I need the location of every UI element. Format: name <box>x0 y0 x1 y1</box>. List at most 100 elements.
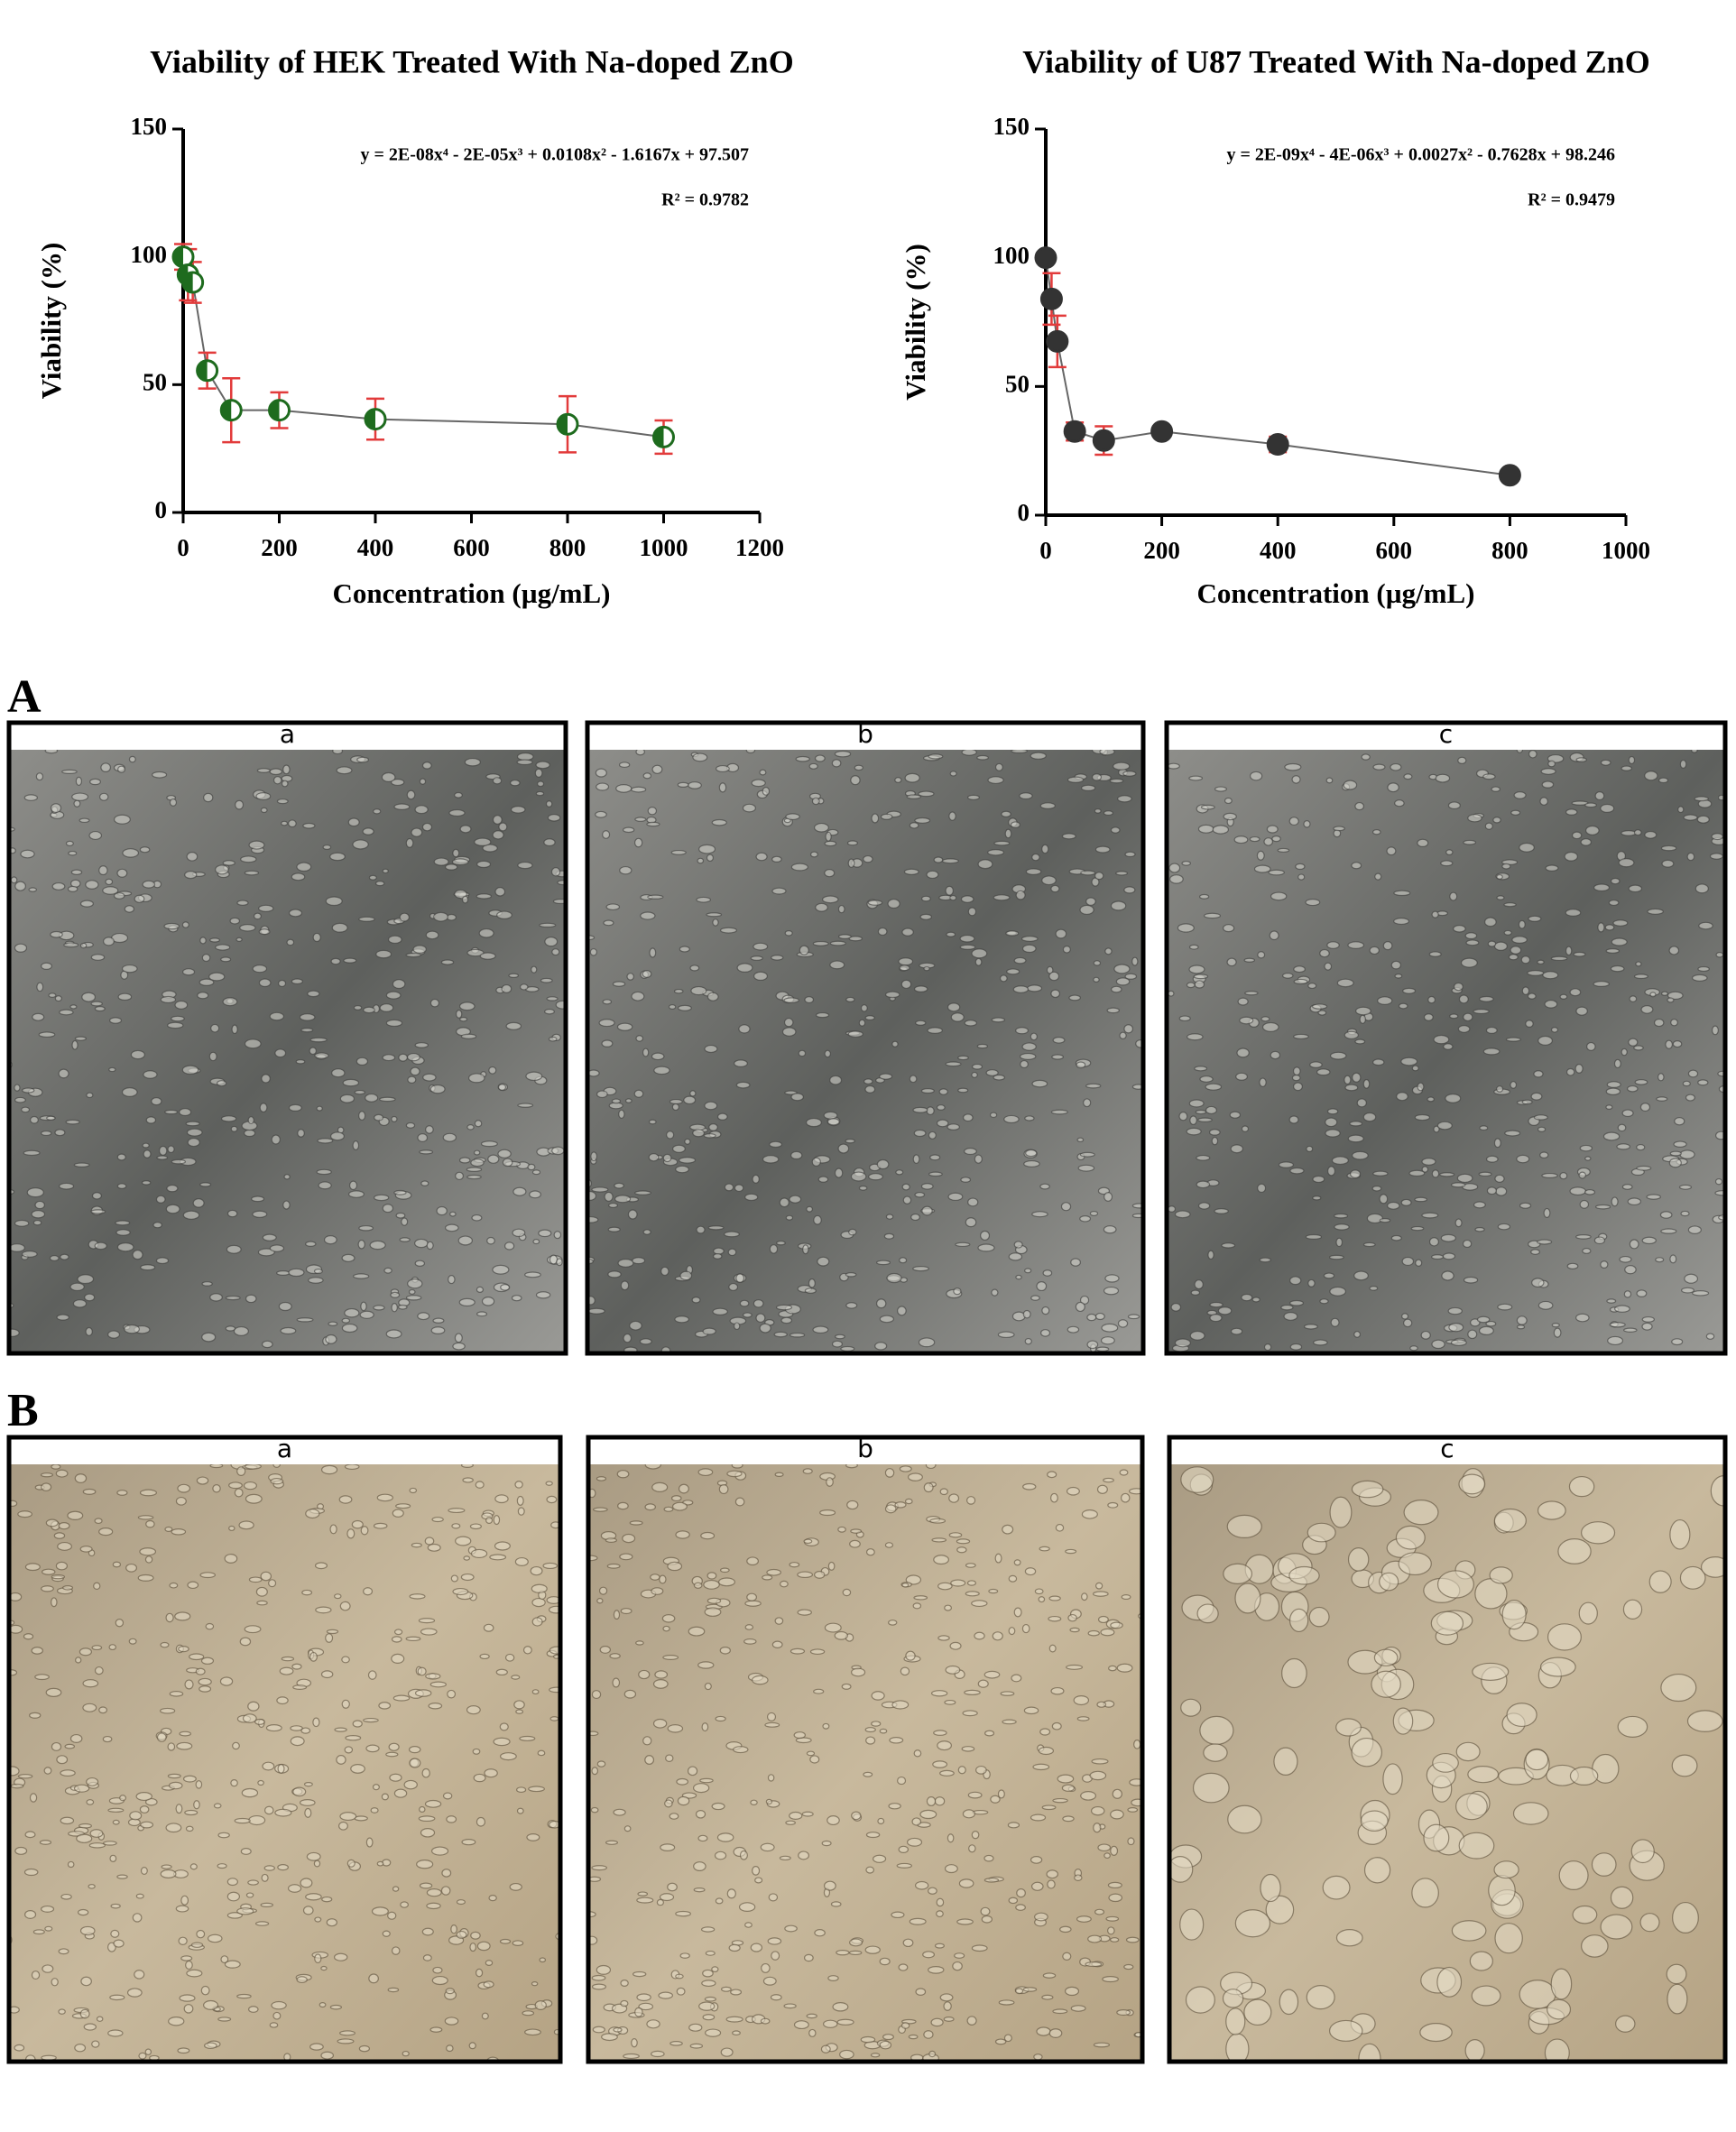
cell <box>726 1470 743 1478</box>
cell <box>1081 1592 1088 1601</box>
cell <box>329 2004 343 2010</box>
cell <box>1015 1027 1030 1035</box>
cell <box>1021 1623 1030 1634</box>
cell <box>455 1010 463 1019</box>
cell <box>693 1861 706 1872</box>
cell <box>145 1116 157 1124</box>
cell <box>623 1689 637 1699</box>
cell <box>667 1724 684 1733</box>
cell <box>60 1253 69 1260</box>
cell <box>35 772 44 781</box>
cell <box>167 1021 184 1029</box>
cell <box>441 1869 452 1878</box>
cell <box>1537 1500 1566 1520</box>
cell <box>494 1494 509 1504</box>
cell <box>305 1509 320 1519</box>
cell <box>642 772 652 780</box>
cell <box>282 764 291 775</box>
cell <box>1036 1281 1048 1292</box>
cell <box>974 1154 983 1164</box>
cell <box>1093 1823 1102 1833</box>
cell <box>1630 1839 1655 1864</box>
cell <box>664 1799 673 1808</box>
cell <box>1229 1111 1242 1119</box>
cell <box>1110 1809 1124 1820</box>
cell <box>277 1864 289 1871</box>
cell <box>464 757 481 767</box>
cell <box>915 1988 927 1996</box>
cell <box>712 1307 728 1315</box>
cell <box>823 1111 838 1120</box>
cell <box>183 2004 194 2014</box>
cell <box>230 1779 238 1787</box>
cell <box>659 1574 667 1584</box>
cell <box>179 1994 196 2002</box>
cell <box>932 1760 948 1768</box>
cell <box>1659 1211 1673 1219</box>
cell <box>548 1605 560 1614</box>
cell <box>276 798 289 805</box>
cell <box>863 854 873 863</box>
cell <box>1259 1257 1271 1263</box>
cell <box>1122 771 1137 777</box>
image-frame <box>6 720 568 1356</box>
cell <box>414 1260 426 1267</box>
cell <box>936 1119 949 1128</box>
data-point <box>1150 420 1174 443</box>
cell <box>51 1464 61 1470</box>
cell <box>783 2003 797 2009</box>
cell <box>688 2023 703 2032</box>
cell <box>956 1918 974 1925</box>
cell <box>247 1116 254 1125</box>
cell <box>1093 960 1102 966</box>
cell <box>906 794 922 799</box>
cell <box>1542 971 1559 980</box>
cell <box>1677 806 1685 814</box>
cell <box>1501 1599 1527 1630</box>
cell <box>702 1969 714 1978</box>
cell <box>840 1345 855 1352</box>
cell <box>983 1854 994 1862</box>
cell <box>960 895 974 903</box>
cell <box>864 1945 881 1954</box>
cell <box>1291 775 1301 784</box>
cell <box>1421 1166 1429 1173</box>
cell <box>532 1239 540 1245</box>
cell <box>262 1340 273 1349</box>
cell <box>553 1231 562 1240</box>
cell <box>1048 2028 1063 2038</box>
cell <box>1079 1295 1090 1305</box>
cell <box>965 1563 976 1568</box>
cell <box>1458 994 1469 1004</box>
cell <box>57 1541 72 1551</box>
cell <box>676 1987 686 1996</box>
cell <box>14 2044 25 2052</box>
cell <box>1008 1574 1018 1583</box>
cell <box>1600 759 1611 766</box>
cell <box>1450 1339 1467 1347</box>
cell <box>775 1304 793 1311</box>
cell <box>1119 1031 1127 1039</box>
cell <box>1091 1805 1105 1816</box>
cell <box>701 1722 709 1732</box>
cell <box>592 2026 605 2034</box>
cell <box>1281 1657 1307 1689</box>
cell <box>1281 973 1294 979</box>
data-point <box>1046 329 1069 353</box>
cell <box>1398 1002 1408 1010</box>
cell <box>850 775 861 786</box>
cell <box>354 1089 365 1095</box>
cell <box>715 1715 726 1722</box>
cell <box>660 1266 669 1277</box>
cell <box>486 1236 495 1245</box>
cell <box>605 1840 619 1845</box>
cell <box>1648 1570 1672 1593</box>
cell <box>1226 1514 1262 1538</box>
cell <box>671 1103 679 1112</box>
cell <box>590 1806 599 1814</box>
cell <box>1013 1607 1022 1618</box>
cell <box>929 1518 946 1524</box>
cell <box>1482 773 1496 780</box>
cell <box>1288 1115 1299 1124</box>
cell <box>1121 1594 1131 1601</box>
